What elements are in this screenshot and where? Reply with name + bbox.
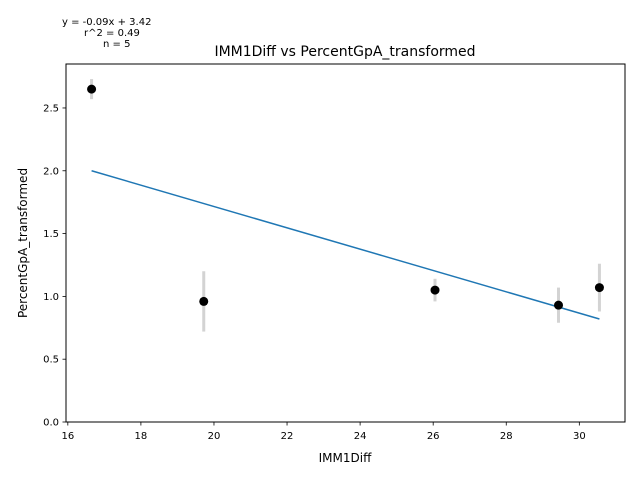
x-axis-label: IMM1Diff	[319, 451, 372, 465]
y-tick-label: 0.5	[43, 355, 59, 366]
y-tick-label: 2.0	[43, 166, 59, 177]
x-axis: 16 18 20 22 24 26 28 30	[61, 422, 586, 442]
fit-equation: y = -0.09x + 3.42	[62, 17, 151, 28]
y-tick-label: 1.5	[43, 229, 59, 240]
regression-line	[91, 170, 600, 320]
y-tick-label: 2.5	[43, 103, 59, 114]
fit-r2: r^2 = 0.49	[84, 28, 140, 39]
x-tick-label: 28	[500, 431, 513, 442]
x-tick-label: 26	[427, 431, 440, 442]
axes-frame	[65, 63, 626, 423]
y-tick-label: 0.0	[43, 418, 59, 429]
data-point-5	[594, 283, 604, 293]
x-tick-label: 16	[61, 431, 74, 442]
data-point-4	[554, 300, 564, 310]
sample-size: n = 5	[103, 39, 130, 50]
y-axis-label: PercentGpA_transformed	[16, 168, 30, 318]
data-point-2	[199, 296, 209, 306]
y-tick-label: 1.0	[43, 292, 59, 303]
x-tick-label: 18	[135, 431, 148, 442]
y-axis: 0.0 0.5 1.0 1.5 2.0 2.5	[43, 103, 66, 429]
chart-title: IMM1Diff vs PercentGpA_transformed	[214, 44, 475, 60]
x-tick-label: 24	[354, 431, 367, 442]
data-point-3	[430, 285, 440, 295]
plot-area	[87, 79, 604, 332]
data-point-1	[87, 84, 97, 94]
x-tick-label: 30	[573, 431, 586, 442]
x-tick-label: 22	[281, 431, 294, 442]
x-tick-label: 20	[208, 431, 221, 442]
